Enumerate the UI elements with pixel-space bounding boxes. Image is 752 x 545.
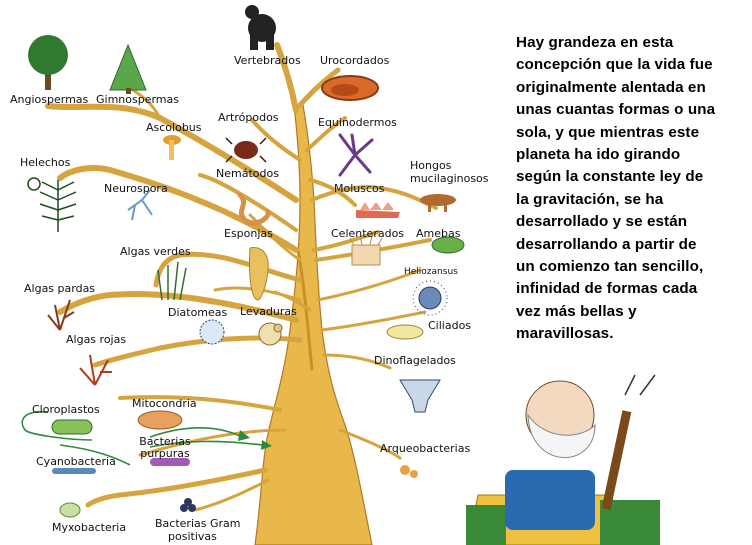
label-equinodermos: Equinodermos: [318, 116, 397, 129]
sponge-icon: [249, 247, 269, 301]
darwin-cartoon: [466, 374, 660, 545]
mitochondria-icon: [137, 410, 183, 430]
gymnosperm-tree-icon: [109, 43, 147, 94]
darwin-quote: Hay grandeza en esta concepción que la v…: [516, 32, 748, 346]
quote-line: Hay grandeza en esta: [516, 34, 674, 51]
ascolobus-icon: [163, 135, 181, 160]
quote-line: desarrollado y se están: [516, 213, 688, 231]
label-ciliados: Ciliados: [428, 319, 472, 332]
neurospora-icon: [127, 189, 153, 221]
label-cyanobacteria: Cyanobacteria: [36, 455, 116, 468]
label-positivas: positivas: [168, 530, 217, 543]
quote-line: maravillosas.: [516, 325, 614, 343]
label-algas-verdes: Algas verdes: [120, 245, 191, 258]
quote-line: planeta ha ido girando: [516, 146, 681, 164]
label-myxobacteria: Myxobacteria: [52, 521, 127, 534]
label-algas-rojas: Algas rojas: [66, 333, 127, 346]
arrow-head-1: [238, 430, 250, 441]
label-esponjas: Esponjas: [224, 227, 273, 240]
quote-line: vez más bellas y: [516, 302, 637, 320]
label-celenterados: Celenterados: [331, 227, 405, 240]
quote-line: un comienzo tan sencillo,: [516, 258, 704, 276]
label-vertebrados: Vertebrados: [234, 54, 301, 67]
chloroplast-icon: [51, 419, 93, 435]
archaebacteria-icon: [400, 465, 418, 478]
label-moluscos: Moluscos: [334, 182, 385, 195]
label-urocordados: Urocordados: [320, 54, 390, 67]
vertebrate-icon: [245, 5, 276, 50]
cyanobacteria-icon: [52, 468, 96, 474]
nematode-icon: [237, 192, 271, 226]
label-nematodos: Nemátodos: [216, 167, 279, 180]
quote-line: concepción que la vida fue: [516, 56, 713, 74]
label-mucilaginosos: mucilaginosos: [410, 172, 489, 185]
label-bacterias-gram: Bacterias Gram: [155, 517, 241, 530]
yeast-icon: [258, 322, 283, 346]
purple-bacteria-icon: [150, 458, 190, 466]
ciliate-icon: [386, 324, 424, 340]
label-neurospora: Neurospora: [104, 182, 168, 195]
label-diatomeas: Diatomeas: [168, 306, 228, 319]
arrow-head-2: [261, 440, 272, 450]
red-algae-icon: [79, 354, 112, 386]
fern-icon: [27, 177, 77, 232]
arthropod-icon: [225, 137, 267, 163]
label-levaduras: Levaduras: [240, 305, 297, 318]
brown-algae-icon: [47, 299, 75, 331]
myxobacteria-icon: [59, 502, 81, 518]
diatom-icon: [199, 319, 225, 345]
label-helechos: Helechos: [20, 156, 71, 169]
slime-mold-icon: [420, 194, 456, 212]
tree-branches: [45, 42, 438, 512]
amoeba-icon: [431, 236, 465, 254]
quote-line: la gravitación, se ha: [516, 190, 664, 208]
echinoderm-icon: [338, 133, 374, 177]
label-bacterias-purpuras: Bacterias purpuras: [139, 435, 191, 460]
mollusc-icon: [356, 202, 400, 218]
urochordate-icon: [321, 75, 379, 101]
label-arqueobacterias: Arqueobacterias: [380, 442, 471, 455]
green-algae-icon: [157, 261, 187, 301]
heliozoan-icon: [412, 280, 448, 316]
angiosperm-tree-icon: [28, 35, 68, 90]
label-artropodos: Artrópodos: [218, 111, 279, 124]
label-gimnospermas: Gimnospermas: [96, 93, 179, 106]
endosymbiosis-arrows: [21, 410, 263, 466]
label-dinoflagelados: Dinoflagelados: [374, 354, 456, 367]
label-angiospermas: Angiospermas: [10, 93, 89, 106]
quote-line: según la constante ley de: [516, 168, 704, 186]
quote-line: desarrollando a partir de: [516, 235, 697, 253]
label-hongos: Hongos: [410, 159, 452, 172]
label-heliozansus: Heliozansus: [404, 267, 458, 277]
label-mitocondria: Mitocondria: [132, 397, 197, 410]
quote-line: originalmente alentada en: [516, 78, 706, 96]
dinoflagellate-icon: [399, 379, 441, 413]
label-ascolobus: Ascolobus: [146, 121, 202, 134]
quote-line: infinidad de formas cada: [516, 280, 698, 298]
label-amebas: Amebas: [416, 227, 461, 240]
coelenterate-icon: [349, 235, 383, 266]
quote-line: sola, y que mientras este: [516, 123, 700, 141]
gram-positive-bacteria-icon: [180, 498, 196, 512]
label-algas-pardas: Algas pardas: [24, 282, 96, 295]
quote-line: unas cuantas formas o una: [516, 101, 716, 119]
label-cloroplastos: Cloroplastos: [32, 403, 100, 416]
